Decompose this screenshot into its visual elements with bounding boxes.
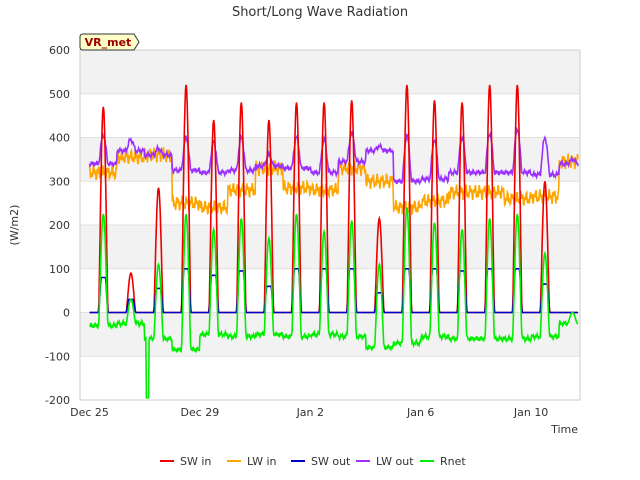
y-axis-label: (W/m2) [8,205,21,246]
legend-item: LW out [356,455,414,468]
x-tick-label: Dec 25 [70,406,109,419]
y-tick-labels: -200 -100 0 100 200 300 400 500 600 [45,44,70,407]
site-label-badge: VR_met [79,33,140,51]
legend: SW in LW in SW out LW out Rnet [160,455,466,468]
legend-item: SW in [160,455,211,468]
plot-area-border [79,49,581,401]
legend-label: LW out [376,455,414,468]
y-tick-label: -200 [45,394,70,407]
y-tick-label: 200 [49,219,70,232]
site-label: VR_met [85,36,132,49]
y-tick-label: 600 [49,44,70,57]
y-tick-label: 400 [49,132,70,145]
series-line-lw-in [88,147,579,216]
series-line-rnet [88,207,579,399]
x-tick-label: Dec 29 [181,406,220,419]
x-tick-labels: Dec 25 Dec 29 Jan 2 Jan 6 Jan 10 [70,406,548,419]
x-tick-label: Jan 10 [513,406,548,419]
legend-label: LW in [247,455,277,468]
x-tick-label: Jan 2 [296,406,324,419]
series-line-lw-out [88,126,579,186]
series-lines [88,84,579,399]
legend-item: SW out [291,455,351,468]
x-axis-label: Time [550,423,578,436]
series-line-sw-out [89,268,578,314]
y-tick-label: 500 [49,88,70,101]
legend-item: Rnet [420,455,466,468]
legend-label: SW out [311,455,351,468]
y-tick-label: 300 [49,175,70,188]
chart-title: Short/Long Wave Radiation [232,5,408,20]
y-tick-label: 0 [63,307,70,320]
legend-label: SW in [180,455,211,468]
legend-item: LW in [227,455,277,468]
y-tick-label: -100 [45,350,70,363]
x-tick-label: Jan 6 [406,406,434,419]
legend-label: Rnet [440,455,466,468]
y-tick-label: 100 [49,263,70,276]
